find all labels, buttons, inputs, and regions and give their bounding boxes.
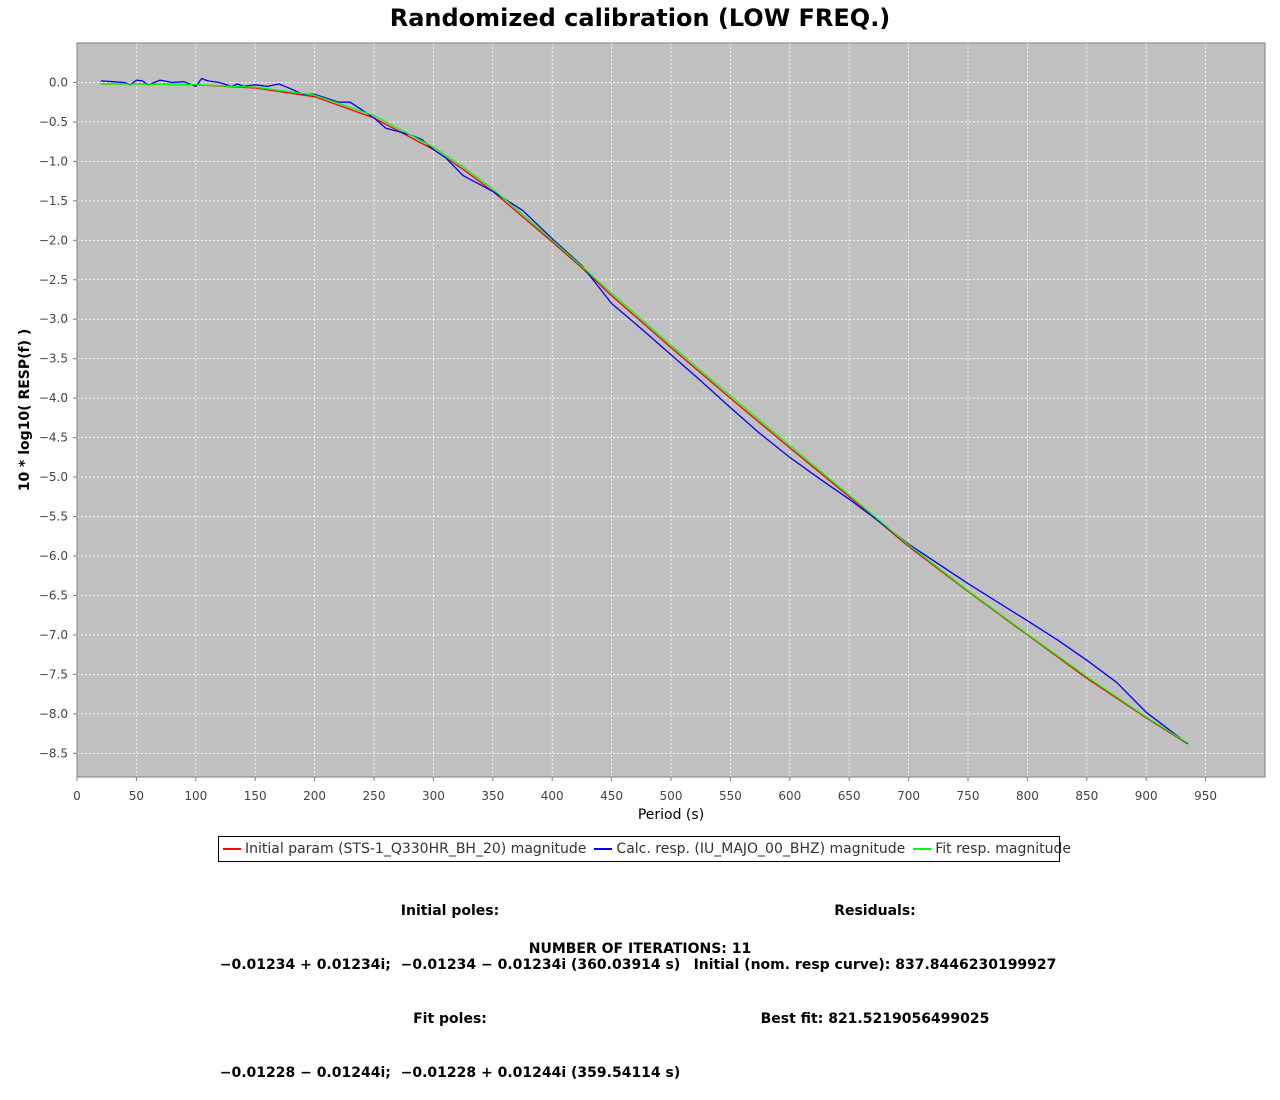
x-axis-label: Period (s) [638, 807, 704, 823]
series-fit-resp-line [100, 83, 1189, 744]
x-tick-label: 600 [778, 789, 801, 803]
fit-poles-value: −0.01228 − 0.01244i; −0.01228 + 0.01244i… [219, 1065, 681, 1081]
y-tick-label: −5.0 [39, 470, 68, 484]
y-tick-label: −1.0 [39, 154, 68, 168]
x-tick-label: 0 [73, 789, 81, 803]
legend-swatch-calc [594, 848, 613, 850]
iterations-count: NUMBER OF ITERATIONS: 11 [528, 941, 752, 957]
y-tick-label: −8.0 [39, 707, 68, 721]
y-tick-label: 0.0 [49, 75, 68, 89]
x-tick-label: 100 [184, 789, 207, 803]
x-tick-label: 950 [1194, 789, 1217, 803]
x-tick-label: 700 [897, 789, 920, 803]
legend-item-fit: Fit resp. magnitude [913, 841, 1071, 857]
y-tick-label: −8.5 [39, 746, 68, 760]
x-tick-label: 450 [600, 789, 623, 803]
initial-poles-value: −0.01234 + 0.01234i; −0.01234 − 0.01234i… [219, 957, 681, 973]
y-tick-label: −3.0 [39, 312, 68, 326]
legend-label-calc: Calc. resp. (IU_MAJO_00_BHZ) magnitude [616, 841, 906, 857]
legend-label-initial: Initial param (STS-1_Q330HR_BH_20) magni… [245, 841, 587, 857]
chart-title: Randomized calibration (LOW FREQ.) [390, 4, 891, 32]
series-calc-resp-line [100, 77, 1189, 745]
grid-lines [77, 43, 1265, 777]
x-tick-label: 750 [957, 789, 980, 803]
x-tick-label: 900 [1135, 789, 1158, 803]
legend: Initial param (STS-1_Q330HR_BH_20) magni… [218, 836, 1071, 862]
y-tick-label: −1.5 [39, 194, 68, 208]
y-tick-label: −2.5 [39, 273, 68, 287]
legend-swatch-fit [913, 848, 932, 850]
plot-frame [76, 42, 1266, 778]
residuals-best: Best fit: 821.5219056499025 [760, 1011, 990, 1027]
x-tick-label: 400 [541, 789, 564, 803]
y-axis-label: 10 * log10( RESP(f) ) [17, 329, 33, 492]
y-tick-label: −4.0 [39, 391, 68, 405]
x-tick-label: 50 [129, 789, 144, 803]
legend-item-calc: Calc. resp. (IU_MAJO_00_BHZ) magnitude [594, 841, 905, 857]
legend-item-initial: Initial param (STS-1_Q330HR_BH_20) magni… [223, 841, 586, 857]
legend-swatch-initial [223, 848, 241, 850]
y-tick-label: −6.5 [39, 588, 68, 602]
legend-label-fit: Fit resp. magnitude [935, 841, 1071, 857]
residuals-label: Residuals: [834, 903, 916, 919]
x-tick-label: 350 [481, 789, 504, 803]
poles-info: Initial poles: −0.01234 + 0.01234i; −0.0… [200, 866, 700, 1100]
initial-poles-label: Initial poles: [400, 903, 500, 919]
x-tick-label: 800 [1016, 789, 1039, 803]
y-tick-label: −7.0 [39, 628, 68, 642]
axes: 0 50 100 150 200 250 300 350 400 450 500 550 600 650 7… [39, 75, 1217, 803]
x-tick-label: 150 [244, 789, 267, 803]
y-tick-label: −7.5 [39, 667, 68, 681]
residuals-initial: Initial (nom. resp curve): 837.844623019… [693, 957, 1057, 973]
x-tick-label: 500 [660, 789, 683, 803]
y-tick-label: −4.5 [39, 431, 68, 445]
x-tick-label: 850 [1075, 789, 1098, 803]
x-tick-label: 200 [303, 789, 326, 803]
y-tick-label: −0.5 [39, 115, 68, 129]
plot-area [77, 43, 1265, 777]
x-tick-label: 300 [422, 789, 445, 803]
y-tick-label: −5.5 [39, 510, 68, 524]
y-tick-label: −6.0 [39, 549, 68, 563]
y-tick-label: −3.5 [39, 352, 68, 366]
chart: Randomized calibration (LOW FREQ.) 0 50 10… [17, 4, 1266, 823]
x-tick-label: 250 [363, 789, 386, 803]
x-tick-label: 550 [719, 789, 742, 803]
y-tick-label: −2.0 [39, 233, 68, 247]
series-lines [100, 77, 1189, 745]
fit-poles-label: Fit poles: [413, 1011, 487, 1027]
x-tick-label: 650 [838, 789, 861, 803]
